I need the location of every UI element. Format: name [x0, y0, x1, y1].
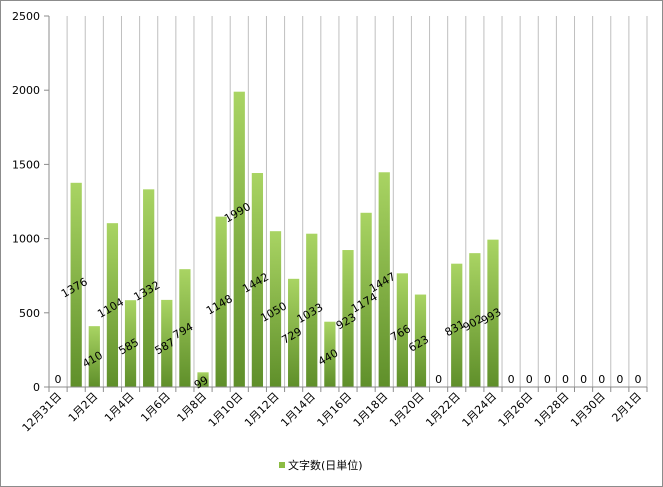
- bar: [451, 263, 463, 387]
- data-label: 0: [616, 373, 623, 386]
- bar-series: [70, 91, 499, 388]
- bar: [106, 223, 119, 387]
- legend-label: 文字数(日単位): [288, 458, 363, 472]
- data-label: 0: [526, 373, 533, 386]
- data-label: 0: [508, 373, 515, 386]
- bar: [342, 250, 354, 387]
- data-label: 0: [562, 373, 569, 386]
- y-tick-label: 500: [19, 307, 40, 320]
- bar: [70, 182, 82, 387]
- x-tick-label: 1月22日: [423, 390, 463, 430]
- legend: 文字数(日単位): [279, 458, 363, 472]
- x-tick-label: 1月30日: [568, 390, 608, 430]
- bar: [324, 321, 336, 387]
- data-label: 0: [55, 373, 62, 386]
- bar: [469, 253, 481, 387]
- x-tick-label: 1月4日: [102, 390, 137, 425]
- data-label: 0: [544, 373, 551, 386]
- data-label: 0: [598, 373, 605, 386]
- x-tick-label: 1月12日: [242, 390, 282, 430]
- x-tick-label: 1月6日: [138, 390, 173, 425]
- y-tick-label: 0: [33, 381, 40, 394]
- x-tick-label: 1月14日: [278, 390, 318, 430]
- bar: [360, 212, 372, 387]
- bar: [288, 278, 300, 387]
- x-tick-label: 1月28日: [532, 390, 572, 430]
- bar: [233, 91, 245, 388]
- bar: [487, 239, 499, 387]
- x-tick-label: 1月20日: [387, 390, 427, 430]
- bar: [161, 299, 173, 387]
- x-tick-labels: 12月31日 1月2日 1月4日 1月6日 1月8日1月10日1月12日1月14日1月1…: [20, 390, 644, 435]
- x-tick-label: 1月24日: [459, 390, 499, 430]
- x-tick-label: 1月16日: [315, 390, 355, 430]
- bar: [396, 273, 408, 387]
- bar: [269, 231, 282, 387]
- bar: [378, 172, 390, 387]
- x-tick-label: 2月1日: [609, 390, 644, 425]
- bar: [306, 233, 318, 387]
- legend-swatch: [279, 462, 285, 468]
- bar: [179, 269, 191, 387]
- bar: [197, 372, 209, 387]
- data-label: 0: [580, 373, 587, 386]
- y-tick-label: 1000: [12, 233, 40, 246]
- x-tick-label: 12月31日: [20, 390, 65, 435]
- y-tick-label: 2500: [12, 10, 40, 23]
- data-label: 0: [435, 373, 442, 386]
- x-tick-label: 1月2日: [66, 390, 101, 425]
- gridlines: [48, 16, 648, 387]
- x-tick-label: 1月18日: [351, 390, 391, 430]
- bar: [143, 189, 155, 387]
- y-tick-labels: 0 500 1000 1500 2000 2500: [12, 10, 40, 394]
- x-tick-label: 1月26日: [496, 390, 536, 430]
- bar: [414, 294, 427, 387]
- y-tick-label: 1500: [12, 158, 40, 171]
- bar: [215, 216, 227, 387]
- data-label: 99: [192, 373, 211, 391]
- bar: [124, 300, 137, 387]
- x-tick-label: 1月8日: [175, 390, 210, 425]
- data-label: 0: [634, 373, 641, 386]
- x-tick-label: 1月10日: [206, 390, 246, 430]
- bar: [251, 173, 264, 387]
- axes: [44, 15, 648, 392]
- y-tick-label: 2000: [12, 84, 40, 97]
- bar: [88, 326, 100, 387]
